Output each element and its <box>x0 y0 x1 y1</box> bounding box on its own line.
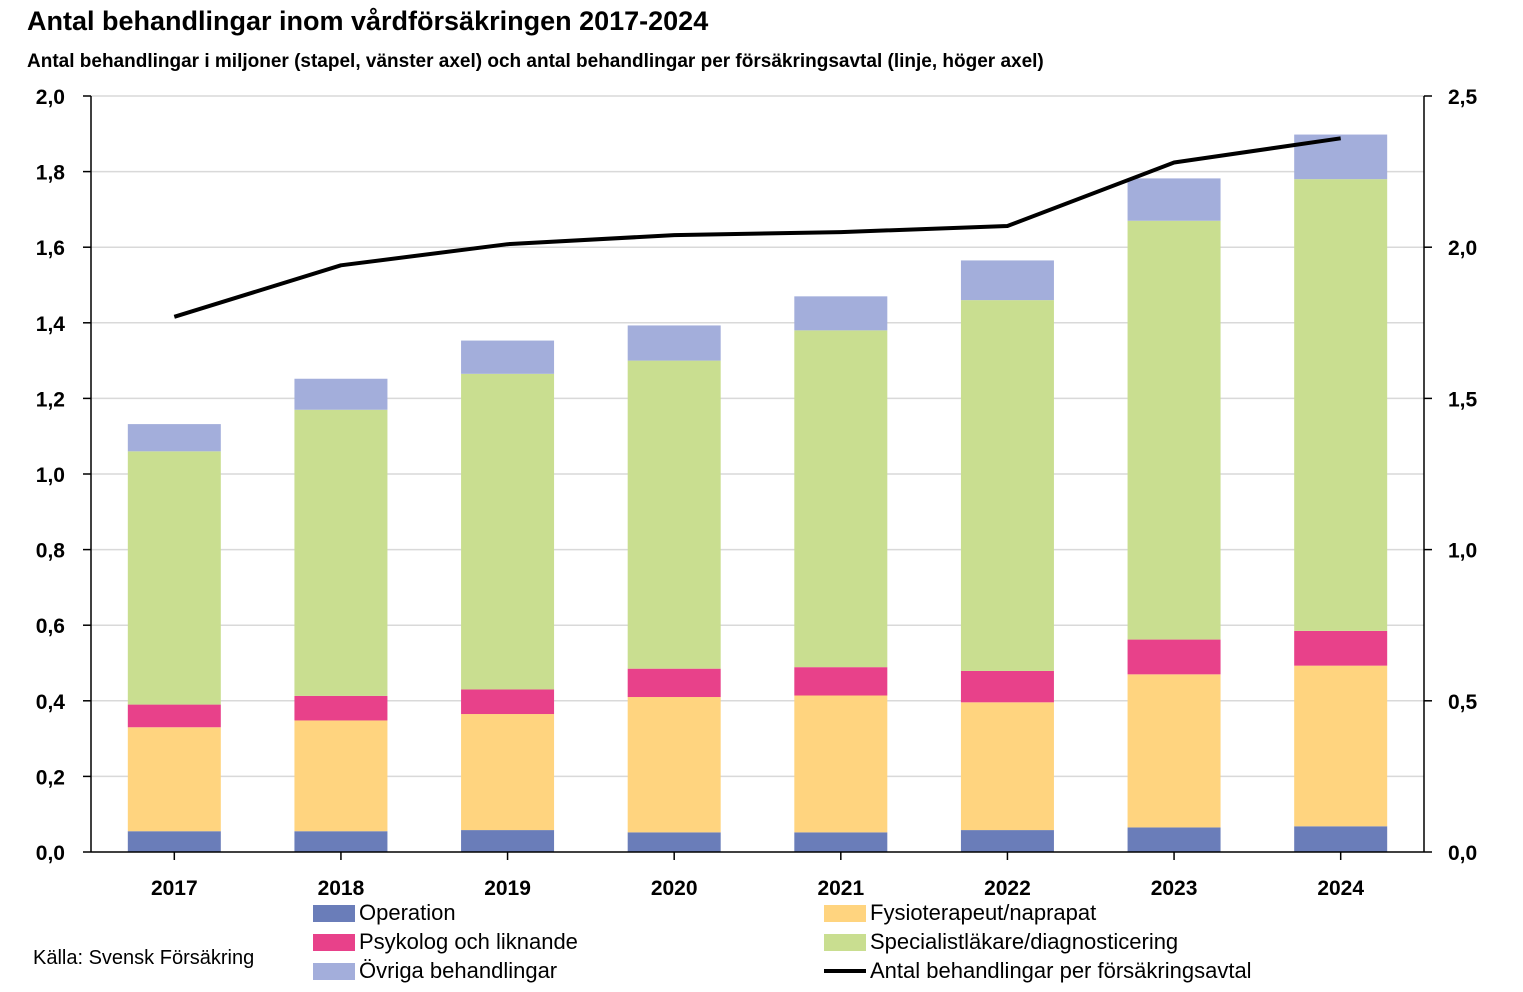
bar-segment <box>294 409 388 696</box>
y2-tick-label: 1,0 <box>1448 540 1477 563</box>
axes <box>83 95 1432 860</box>
y2-tick-label: 0,5 <box>1448 691 1478 714</box>
legend-label: Övriga behandlingar <box>359 958 558 983</box>
legend-label: Operation <box>359 900 456 925</box>
x-tick-label: 2019 <box>484 877 531 900</box>
y-tick-label: 2,0 <box>36 86 65 109</box>
legend-swatch <box>313 934 355 951</box>
bar-segment <box>127 451 221 705</box>
x-tick-label: 2024 <box>1317 877 1364 900</box>
y-tick-label: 0,0 <box>36 842 65 865</box>
bar-segment <box>960 702 1054 831</box>
bar-segment <box>794 296 888 331</box>
bar-segment <box>294 378 388 410</box>
bar-segment <box>461 714 555 831</box>
legend-label: Psykolog och liknande <box>359 929 578 954</box>
bar-segment <box>627 697 721 833</box>
bar-segment <box>127 424 221 452</box>
bars <box>127 134 1388 852</box>
bar-segment <box>1294 179 1388 631</box>
legend-label: Specialistläkare/diagnosticering <box>870 929 1179 954</box>
bar-segment <box>960 260 1054 301</box>
legend-label: Antal behandlingar per försäkringsavtal <box>870 958 1252 983</box>
x-tick-label: 2023 <box>1151 877 1198 900</box>
legend-swatch <box>824 905 866 922</box>
y2-tick-label: 2,5 <box>1448 86 1478 109</box>
gridlines <box>91 95 1424 778</box>
y-tick-label: 0,2 <box>36 766 65 789</box>
bar-segment <box>794 330 888 668</box>
y-tick-label: 1,6 <box>36 237 65 260</box>
chart-subtitle: Antal behandlingar i miljoner (stapel, v… <box>27 51 1044 72</box>
bar-segment <box>461 689 555 715</box>
bar-segment <box>127 831 221 852</box>
bar-segment <box>461 373 555 690</box>
legend-swatch <box>313 963 355 980</box>
bar-segment <box>1294 665 1388 827</box>
legend-swatch <box>824 934 866 951</box>
legend-line-swatch <box>824 969 866 973</box>
bar-segment <box>461 830 555 852</box>
y2-tick-label: 0,0 <box>1448 842 1477 865</box>
y-tick-label: 1,8 <box>36 162 66 185</box>
bar-segment <box>794 667 888 696</box>
bar-segment <box>794 695 888 833</box>
legend-label: Fysioterapeut/naprapat <box>870 900 1097 925</box>
bar-segment <box>127 704 221 728</box>
bar-segment <box>1127 178 1221 221</box>
bar-segment <box>960 670 1054 703</box>
bar-segment <box>627 668 721 698</box>
bar-segment <box>794 832 888 852</box>
line-series <box>173 136 1341 319</box>
bar-segment <box>1294 826 1388 852</box>
legend-swatch <box>313 905 355 922</box>
source-note: Källa: Svensk Försäkring <box>33 947 255 969</box>
y-tick-label: 1,2 <box>36 388 65 411</box>
tick-labels: 0,0 0,2 0,4 0,6 0,8 1,0 1,2 1,4 1,6 1,8 2,0 0,0 0,5 1… <box>36 86 1478 900</box>
y-tick-label: 0,8 <box>36 540 66 563</box>
y2-tick-label: 2,0 <box>1448 237 1477 260</box>
bar-segment <box>461 340 555 374</box>
y-tick-label: 1,0 <box>36 464 65 487</box>
chart-title: Antal behandlingar inom vårdförsäkringen… <box>27 6 709 36</box>
bar-segment <box>1127 674 1221 828</box>
x-tick-label: 2021 <box>817 877 864 900</box>
bar-segment <box>294 720 388 832</box>
y-tick-label: 1,4 <box>36 313 66 336</box>
bar-segment <box>294 695 388 721</box>
bar-segment <box>1294 630 1388 666</box>
y-tick-label: 0,6 <box>36 615 65 638</box>
y-tick-label: 0,4 <box>36 691 66 714</box>
bar-segment <box>127 727 221 832</box>
bar-segment <box>1127 827 1221 852</box>
x-tick-label: 2020 <box>651 877 698 900</box>
bar-segment <box>627 325 721 361</box>
y2-tick-label: 1,5 <box>1448 388 1478 411</box>
bar-segment <box>1127 639 1221 675</box>
bar-segment <box>627 360 721 669</box>
x-tick-label: 2022 <box>984 877 1031 900</box>
bar-segment <box>960 300 1054 671</box>
x-tick-label: 2018 <box>318 877 365 900</box>
bar-segment <box>627 832 721 852</box>
line-series-path <box>173 136 1341 319</box>
bar-segment <box>1127 220 1221 640</box>
bar-segment <box>960 830 1054 852</box>
x-tick-label: 2017 <box>151 877 198 900</box>
bar-segment <box>294 831 388 852</box>
